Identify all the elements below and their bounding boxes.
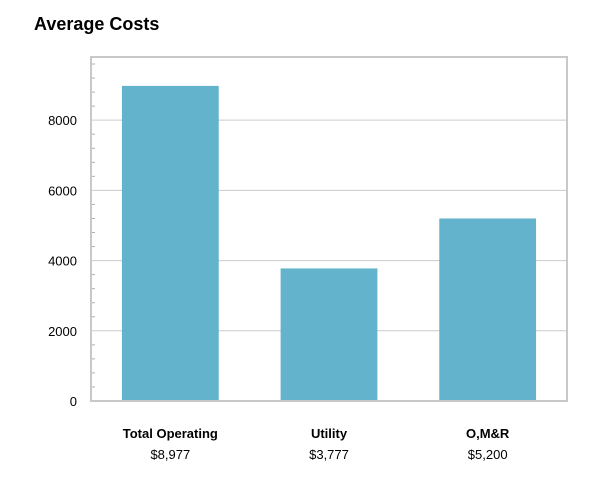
bar: [121, 85, 219, 401]
x-value-label: $8,977: [150, 447, 190, 462]
y-axis-tick-labels: 0 2000 4000 6000 8000: [48, 113, 77, 409]
y-tick-label: 6000: [48, 183, 77, 198]
x-category-label: Total Operating: [123, 426, 218, 441]
x-axis-value-labels: $8,977 $3,777 $5,200: [150, 447, 507, 462]
y-tick-label: 2000: [48, 324, 77, 339]
bars: [121, 85, 537, 401]
x-category-label: Utility: [311, 426, 348, 441]
x-category-label: O,M&R: [466, 426, 510, 441]
plot-area-border: [90, 56, 568, 402]
x-axis-category-labels: Total Operating Utility O,M&R: [123, 426, 510, 441]
bar: [280, 268, 378, 401]
chart-title: Average Costs: [34, 14, 160, 34]
y-tick-label: 0: [70, 394, 77, 409]
x-value-label: $5,200: [468, 447, 508, 462]
x-value-label: $3,777: [309, 447, 349, 462]
y-tick-label: 8000: [48, 113, 77, 128]
bar: [439, 218, 537, 401]
y-tick-label: 4000: [48, 254, 77, 269]
